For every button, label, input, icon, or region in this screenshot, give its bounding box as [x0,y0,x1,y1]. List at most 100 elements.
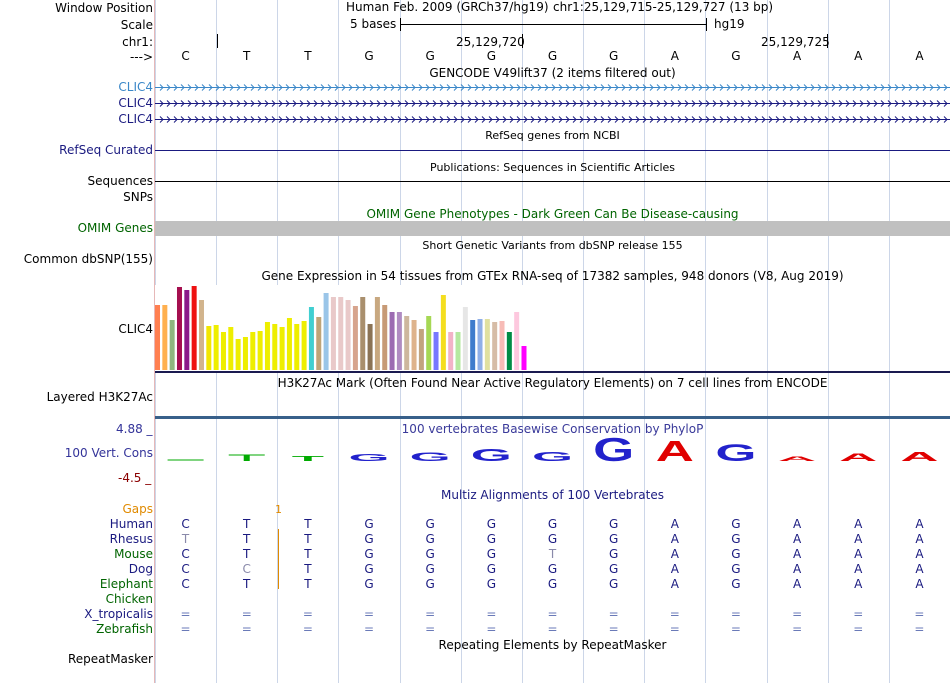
gencode-gene-label[interactable]: CLIC4 [118,96,153,110]
strand-chevron [936,116,941,123]
strand-chevron [712,116,717,123]
strand-chevron [677,100,682,107]
gencode-transcript[interactable] [155,80,950,95]
strand-chevron [236,100,241,107]
species-label[interactable]: X_tropicalis [84,607,153,621]
conservation-mark [243,455,250,461]
transcript-strand-line [155,84,950,91]
strand-chevron [250,100,255,107]
strand-chevron [649,100,654,107]
alignment-base: A [854,517,863,531]
h3k27ac-label[interactable]: Layered H3K27Ac [46,390,153,404]
omim-phenotype-bar[interactable] [155,221,950,236]
omim-label[interactable]: OMIM Genes [77,221,153,235]
strand-chevron [159,116,164,123]
strand-arrow-label[interactable]: ---> [129,50,153,64]
strand-chevron [894,116,899,123]
alignment-base: G [547,562,558,576]
ruler-tick [522,34,523,48]
gencode-transcript[interactable] [155,112,950,127]
alignment-base: = [730,622,741,636]
refseq-transcript-line[interactable] [155,150,950,151]
omim-track-title[interactable]: OMIM Gene Phenotypes - Dark Green Can Be… [366,207,739,221]
gencode-transcript[interactable] [155,96,950,111]
alignment-base: A [915,562,924,576]
strand-chevron [614,84,619,91]
strand-chevron [306,116,311,123]
gtex-tissue-bar [272,324,278,370]
strand-chevron [810,84,815,91]
strand-chevron [278,116,283,123]
strand-chevron [558,116,563,123]
species-label[interactable]: Elephant [99,577,153,591]
alignment-base: G [364,562,374,576]
strand-chevron [740,116,745,123]
strand-chevron [362,116,367,123]
strand-chevron [180,100,185,107]
refseq-label[interactable]: RefSeq Curated [59,143,153,157]
strand-chevron [754,116,759,123]
gtex-expression-chart[interactable] [155,284,535,372]
multiz-track-title[interactable]: Multiz Alignments of 100 Vertebrates [440,488,665,502]
alignment-base: G [486,547,496,561]
alignment-base: G [486,562,496,576]
strand-chevron [502,84,507,91]
strand-chevron [159,84,164,91]
species-label[interactable]: Mouse [114,547,153,561]
strand-chevron [705,100,710,107]
strand-chevron [922,100,927,107]
strand-chevron [530,116,535,123]
strand-chevron [838,116,843,123]
strand-chevron [775,84,780,91]
dbsnp-label[interactable]: Common dbSNP(155) [23,252,153,266]
publications-track-title[interactable]: Publications: Sequences in Scientific Ar… [430,161,675,174]
strand-chevron [495,100,500,107]
alignment-base: G [731,517,741,531]
species-label[interactable]: Dog [128,562,153,576]
strand-chevron [180,84,185,91]
publications-sequence-line[interactable] [155,181,950,182]
species-label[interactable]: Rhesus [109,532,153,546]
dbsnp-track-title[interactable]: Short Genetic Variants from dbSNP releas… [422,239,683,252]
strand-chevron [719,84,724,91]
gtex-gene-label[interactable]: CLIC4 [118,322,153,336]
position-link[interactable]: chr1:25,129,715-25,129,727 (13 bp) [553,0,774,14]
gencode-gene-label[interactable]: CLIC4 [118,112,153,126]
strand-chevron [348,84,353,91]
species-label[interactable]: Human [109,517,153,531]
strand-chevron [726,116,731,123]
h3k27ac-track-title[interactable]: H3K27Ac Mark (Often Found Near Active Re… [277,376,828,390]
strand-chevron [873,100,878,107]
cons-min-value: -4.5 _ [118,471,152,485]
species-label[interactable]: Chicken [105,592,153,606]
scale-bar-left-tick [400,18,401,31]
gencode-track-title[interactable]: GENCODE V49lift37 (2 items filtered out) [429,66,676,80]
cons-label[interactable]: 100 Vert. Cons [64,446,153,460]
base-7: G [547,49,558,63]
alignment-base: A [854,562,863,576]
strand-chevron [418,116,423,123]
alignment-base: A [793,517,802,531]
repeatmasker-track-title[interactable]: Repeating Elements by RepeatMasker [438,638,667,652]
gtex-track-title[interactable]: Gene Expression in 54 tissues from GTEx … [261,269,844,283]
sequences-label[interactable]: Sequences [87,174,153,188]
strand-chevron [929,116,934,123]
strand-chevron [733,116,738,123]
strand-chevron [250,84,255,91]
snps-label[interactable]: SNPs [123,190,153,204]
repeatmasker-label[interactable]: RepeatMasker [67,652,153,666]
base-9: A [670,49,679,63]
strand-chevron [348,100,353,107]
gencode-gene-label[interactable]: CLIC4 [118,80,153,94]
refseq-track-title[interactable]: RefSeq genes from NCBI [485,129,620,142]
gaps-label[interactable]: Gaps [122,502,153,516]
strand-chevron [579,116,584,123]
alignment-base: = [425,622,436,636]
strand-chevron [859,100,864,107]
species-label[interactable]: Zebrafish [96,622,153,636]
phylop-track-title[interactable]: 100 vertebrates Basewise Conservation by… [401,422,704,436]
h3k27ac-signal-baseline[interactable] [155,416,950,419]
strand-chevron [810,116,815,123]
strand-chevron [306,84,311,91]
